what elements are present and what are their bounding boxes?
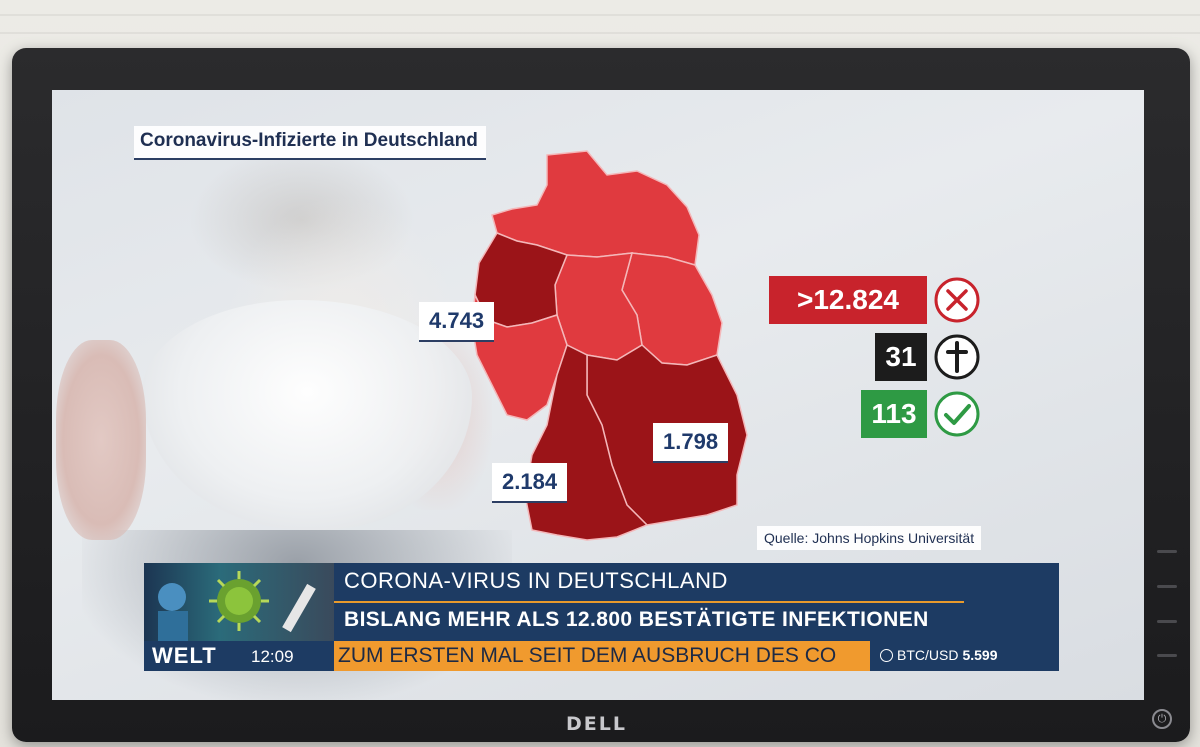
callout-bayern: 1.798	[653, 423, 729, 463]
checkmark-circle-icon	[934, 391, 980, 437]
infected-value: >12.824	[769, 276, 927, 324]
headline-bottom: BISLANG MEHR ALS 12.800 BESTÄTIGTE INFEK…	[344, 608, 929, 631]
stat-infected: >12.824	[769, 276, 981, 324]
headline-panel: CORONA-VIRUS IN DEUTSCHLAND BISLANG MEHR…	[334, 563, 1059, 641]
map-title: Coronavirus-Infizierte in Deutschland	[134, 126, 486, 160]
source-label: Quelle: Johns Hopkins Universität	[757, 526, 982, 550]
chevron-up-circle-icon	[880, 649, 893, 662]
monitor-button-2[interactable]	[1157, 585, 1177, 588]
news-crawl: ZUM ERSTEN MAL SEIT DEM AUSBRUCH DES CO	[334, 641, 870, 671]
callout-bw: 2.184	[492, 463, 568, 503]
stat-recovered: 113	[861, 390, 981, 438]
btc-label: BTC/USD	[897, 647, 959, 663]
germany-map	[471, 150, 748, 541]
btc-ticker: BTC/USD 5.599	[880, 647, 998, 663]
virus-icon	[158, 571, 316, 641]
map-region-west	[471, 292, 568, 421]
monitor-button-1[interactable]	[1157, 550, 1177, 553]
stat-deaths: 31	[875, 333, 981, 381]
power-button-icon[interactable]: ⏻	[1152, 709, 1172, 729]
news-ticker: CORONA-VIRUS IN DEUTSCHLAND BISLANG MEHR…	[144, 563, 1059, 671]
callout-nrw: 4.743	[419, 302, 495, 342]
monitor-button-3[interactable]	[1157, 620, 1177, 623]
tv-screen: Coronavirus-Infizierte in Deutschland 4.…	[52, 90, 1144, 700]
background-photo	[52, 90, 572, 700]
headline-top: CORONA-VIRUS IN DEUTSCHLAND	[344, 568, 728, 593]
recovered-value: 113	[861, 390, 927, 438]
x-circle-icon	[934, 277, 980, 323]
virus-thumbnail	[144, 563, 334, 641]
btc-value: 5.599	[962, 647, 998, 663]
cross-icon	[934, 334, 980, 380]
clock: 12:09	[251, 647, 294, 666]
ticker-bar: WELT 12:09 ZUM ERSTEN MAL SEIT DEM AUSBR…	[144, 641, 1059, 671]
monitor-button-4[interactable]	[1157, 654, 1177, 657]
face-mask-image	[142, 300, 472, 530]
channel-logo: WELT	[152, 643, 217, 668]
monitor-brand-logo: DELL	[566, 713, 627, 735]
deaths-value: 31	[875, 333, 927, 381]
